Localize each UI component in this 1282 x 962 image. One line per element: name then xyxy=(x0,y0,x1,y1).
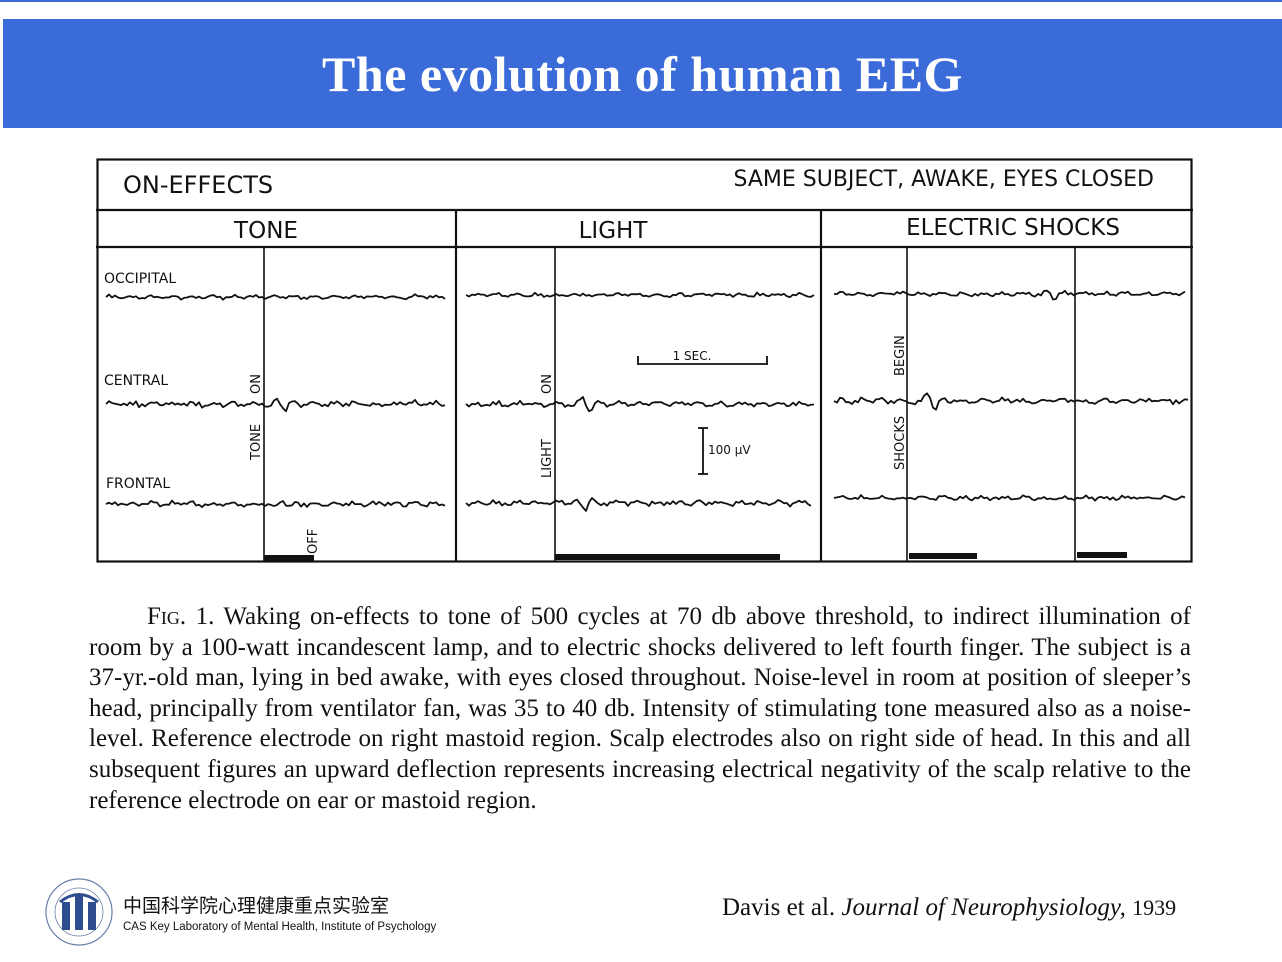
trace-tone-occipital xyxy=(105,293,446,301)
trace-light-frontal xyxy=(465,497,812,512)
shocks-begin-label: BEGIN xyxy=(893,335,908,376)
column-label-electric-shocks: ELECTRIC SHOCKS xyxy=(906,215,1120,241)
row-label-frontal: FRONTAL xyxy=(106,476,170,492)
trace-tone-frontal xyxy=(105,499,446,508)
lab-name-chinese: 中国科学院心理健康重点实验室 xyxy=(123,895,390,917)
caption-fig-label: Fig. 1. xyxy=(147,603,215,630)
column-label-light: LIGHT xyxy=(579,218,649,244)
light-on-label: ON xyxy=(540,374,555,394)
row-label-occipital: OCCIPITAL xyxy=(104,271,176,287)
shocks-duration-bar-1 xyxy=(909,553,977,559)
trace-light-central xyxy=(465,396,814,413)
tone-on-label: ON xyxy=(249,374,264,394)
amplitude-scale-label: 100 µV xyxy=(708,443,751,457)
column-label-tone: TONE xyxy=(233,218,298,244)
top-accent-line xyxy=(0,0,1282,2)
lab-name-english: CAS Key Laboratory of Mental Health, Ins… xyxy=(123,921,437,933)
citation-authors: Davis et al. xyxy=(722,894,836,921)
figure-frame xyxy=(96,158,1193,563)
tone-off-label: OFF xyxy=(306,529,321,554)
trace-tone-central xyxy=(105,397,446,413)
figure-caption: Fig. 1. Waking on-effects to tone of 500… xyxy=(89,602,1191,816)
citation-journal: Journal of Neurophysiology, xyxy=(841,894,1126,921)
shocks-duration-bar-2 xyxy=(1077,552,1127,558)
trace-shocks-occipital xyxy=(834,289,1186,301)
trace-light-occipital xyxy=(465,291,815,298)
time-scale-bar xyxy=(637,356,768,365)
header-left-label: ON-EFFECTS xyxy=(123,171,273,199)
amplitude-scale-bar xyxy=(698,427,708,475)
citation: Davis et al. Journal of Neurophysiology,… xyxy=(722,894,1176,922)
trace-shocks-frontal xyxy=(833,494,1186,502)
row-label-central: CENTRAL xyxy=(104,373,168,389)
page-title: The evolution of human EEG xyxy=(322,45,963,102)
citation-year: 1939 xyxy=(1132,895,1177,920)
cas-psychology-logo-icon xyxy=(45,878,113,946)
shocks-stim-label: SHOCKS xyxy=(893,416,908,470)
light-duration-bar xyxy=(555,554,780,560)
light-stim-label: LIGHT xyxy=(540,439,555,478)
tone-duration-bar xyxy=(264,555,314,561)
tone-stim-label: TONE xyxy=(249,424,264,461)
caption-text: Waking on-effects to tone of 500 cycles … xyxy=(89,603,1191,814)
title-banner: The evolution of human EEG xyxy=(3,19,1282,128)
time-scale-label: 1 SEC. xyxy=(673,349,712,363)
trace-shocks-central xyxy=(833,392,1189,411)
header-right-label: SAME SUBJECT, AWAKE, EYES CLOSED xyxy=(733,167,1154,192)
eeg-figure: ON-EFFECTS SAME SUBJECT, AWAKE, EYES CLO… xyxy=(96,158,1193,563)
